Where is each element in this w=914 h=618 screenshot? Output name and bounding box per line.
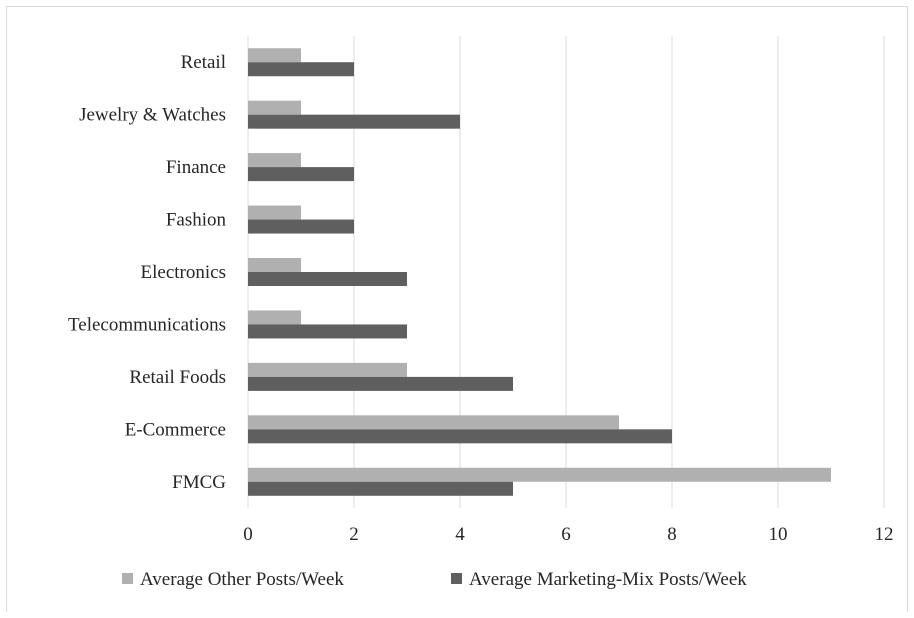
bar-other-retail [248, 48, 301, 63]
bar-other-fmcg [248, 467, 831, 482]
bars [248, 48, 831, 496]
bar-marketing-mix-retail-foods [248, 376, 513, 391]
bar-other-retail-foods [248, 362, 407, 377]
bar-marketing-mix-e-commerce [248, 429, 672, 444]
legend-label-0: Average Other Posts/Week [140, 569, 344, 590]
category-label: E-Commerce [125, 419, 226, 440]
bar-marketing-mix-jewelry-watches [248, 114, 460, 129]
category-labels: Retail Jewelry & Watches Finance Fashion Ele… [68, 52, 227, 493]
category-label: FMCG [172, 472, 226, 493]
category-label: Retail [181, 52, 226, 73]
x-tick-label: 8 [667, 524, 677, 545]
x-tick-label: 12 [875, 524, 894, 545]
bar-marketing-mix-fmcg [248, 481, 513, 496]
bar-marketing-mix-telecommunications [248, 324, 407, 339]
bar-other-telecommunications [248, 310, 301, 325]
category-label: Fashion [166, 210, 227, 231]
category-label: Telecommunications [68, 314, 226, 335]
bar-marketing-mix-electronics [248, 272, 407, 286]
legend-label-1: Average Marketing-Mix Posts/Week [469, 569, 747, 590]
legend-swatch-1 [451, 573, 462, 584]
category-label: Finance [166, 157, 226, 178]
x-tick-label: 0 [243, 524, 253, 545]
x-tick-label: 4 [455, 524, 465, 545]
bar-other-e-commerce [248, 415, 619, 430]
x-tick-label: 2 [349, 524, 359, 545]
bar-other-fashion [248, 205, 301, 220]
bar-marketing-mix-finance [248, 167, 354, 182]
bar-other-jewelry-watches [248, 100, 301, 115]
x-tick-labels: 0 2 4 6 8 10 12 [243, 524, 893, 545]
legend-swatch-0 [122, 573, 133, 584]
category-label: Jewelry & Watches [79, 105, 226, 126]
bar-marketing-mix-retail [248, 62, 354, 77]
bar-other-electronics [248, 258, 301, 272]
x-tick-label: 10 [769, 524, 788, 545]
legend: Average Other Posts/Week Average Marketin… [122, 569, 747, 590]
bar-marketing-mix-fashion [248, 219, 354, 234]
bar-other-finance [248, 153, 301, 168]
category-label: Electronics [141, 262, 226, 283]
category-label: Retail Foods [129, 367, 226, 388]
x-tick-label: 6 [561, 524, 571, 545]
chart-frame [6, 6, 908, 612]
